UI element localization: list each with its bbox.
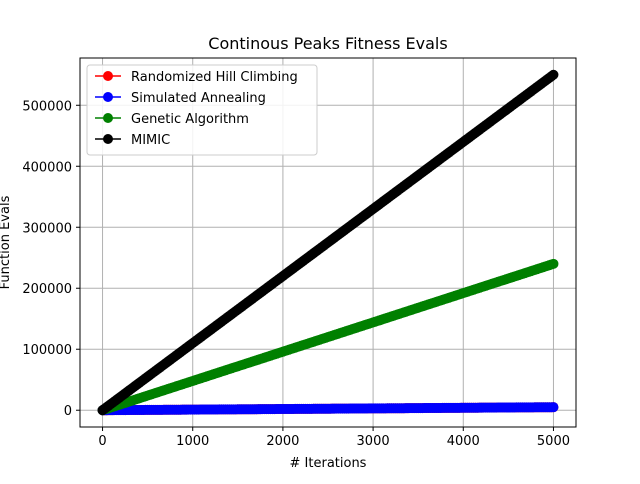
legend-marker: [103, 92, 113, 102]
plot-frame: [79, 57, 577, 428]
legend-label: MIMIC: [131, 133, 170, 148]
legend-label: Simulated Annealing: [131, 91, 266, 106]
y-tick-label: 0: [64, 404, 72, 419]
legend: Randomized Hill Climbing Simulated Anneal…: [86, 64, 318, 156]
series-simulated-annealing: [97, 402, 559, 416]
x-tick-label: 5000: [537, 434, 570, 449]
legend-marker: [103, 134, 113, 144]
legend-label: Randomized Hill Climbing: [131, 70, 298, 85]
chart-title: Continous Peaks Fitness Evals: [208, 34, 447, 53]
x-axis-label: # Iterations: [290, 456, 367, 471]
x-tick-label: 0: [98, 434, 106, 449]
y-tick-label: 300000: [22, 221, 72, 236]
legend-box: [86, 64, 318, 156]
legend-label: Genetic Algorithm: [131, 112, 249, 127]
data-point: [548, 258, 559, 269]
y-tick-label: 200000: [22, 282, 72, 297]
x-tick-label: 1000: [176, 434, 209, 449]
x-tick-label: 2000: [266, 434, 299, 449]
y-tick-label: 400000: [22, 160, 72, 175]
x-tick-label: 3000: [357, 434, 390, 449]
series-genetic-algorithm: [97, 258, 559, 416]
series-mimic: [97, 69, 559, 416]
x-tick-label: 4000: [447, 434, 480, 449]
y-tick-label: 500000: [22, 99, 72, 114]
tick-layer: 0 1000 2000 3000 4000 5000 0 100000 200000 300000…: [22, 99, 570, 449]
data-point: [548, 402, 559, 413]
y-tick-label: 100000: [22, 343, 72, 358]
data-point: [548, 69, 559, 80]
legend-marker: [103, 113, 113, 123]
y-axis-label: Function Evals: [0, 195, 13, 289]
series-layer: [97, 69, 559, 416]
legend-marker: [103, 71, 113, 81]
